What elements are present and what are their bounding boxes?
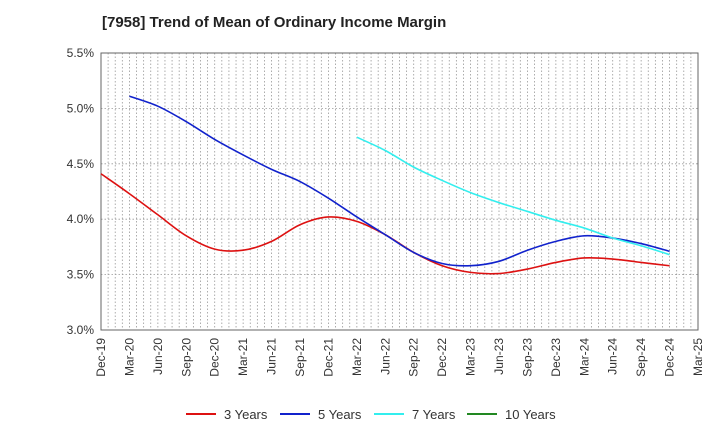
series-lines <box>100 95 670 275</box>
legend-label-5-years: 5 Years <box>318 407 362 422</box>
x-tick-label: Dec-22 <box>435 338 449 377</box>
legend-label-7-years: 7 Years <box>412 407 456 422</box>
legend-label-10-years: 10 Years <box>505 407 556 422</box>
x-tick-label: Jun-20 <box>151 338 165 375</box>
x-axis: Dec-19 Mar-20 Jun-20 Sep-20 Dec-20 Mar-21 Jun-… <box>94 338 705 377</box>
x-tick-label: Mar-24 <box>577 338 591 376</box>
series-line-3-years <box>100 173 670 275</box>
y-tick-label: 3.0% <box>67 323 95 337</box>
y-tick-label: 5.0% <box>67 101 95 115</box>
x-tick-label: Mar-20 <box>122 338 136 376</box>
x-tick-label: Sep-20 <box>179 338 193 377</box>
legend: 3 Years 5 Years 7 Years 10 Years <box>186 407 556 422</box>
y-tick-label: 4.5% <box>67 157 95 171</box>
y-tick-label: 4.0% <box>67 212 95 226</box>
x-tick-label: Sep-22 <box>407 338 421 377</box>
x-tick-label: Dec-24 <box>663 338 677 377</box>
x-tick-label: Jun-23 <box>492 338 506 375</box>
grid <box>101 53 698 330</box>
y-tick-label: 3.5% <box>67 268 95 282</box>
x-tick-label: Dec-19 <box>94 338 108 377</box>
x-tick-label: Dec-20 <box>208 338 222 377</box>
x-tick-label: Jun-21 <box>265 338 279 375</box>
plot-border <box>100 52 699 331</box>
x-tick-label: Mar-22 <box>350 338 364 376</box>
y-axis: 5.5% 5.0% 4.5% 4.0% 3.5% 3.0% <box>67 46 95 337</box>
x-tick-label: Mar-25 <box>691 338 705 376</box>
x-tick-label: Sep-23 <box>520 338 534 377</box>
series-line-5-years <box>129 95 670 267</box>
legend-label-3-years: 3 Years <box>224 407 268 422</box>
x-tick-label: Mar-23 <box>464 338 478 376</box>
y-tick-label: 5.5% <box>67 46 95 60</box>
x-tick-label: Dec-23 <box>549 338 563 377</box>
series-line-7-years <box>356 136 670 256</box>
chart-title: [7958] Trend of Mean of Ordinary Income … <box>102 14 447 31</box>
x-tick-label: Sep-24 <box>634 338 648 377</box>
x-tick-label: Mar-21 <box>236 338 250 376</box>
x-tick-label: Sep-21 <box>293 338 307 377</box>
x-tick-label: Jun-24 <box>606 338 620 375</box>
x-tick-label: Dec-21 <box>321 338 335 377</box>
x-tick-label: Jun-22 <box>378 338 392 375</box>
